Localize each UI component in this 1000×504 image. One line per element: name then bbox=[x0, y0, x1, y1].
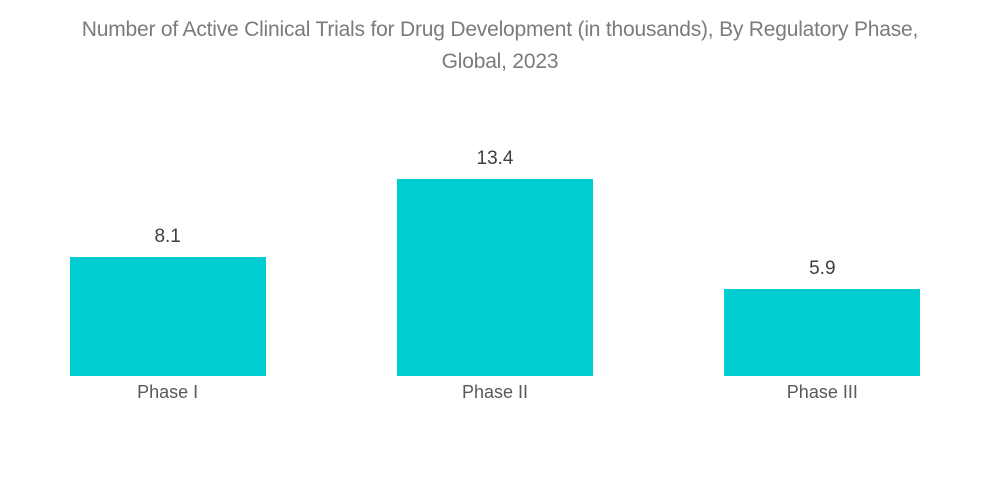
bar-group-phase-ii: 13.4 Phase II bbox=[331, 0, 658, 402]
category-label: Phase III bbox=[786, 382, 858, 402]
bar-value-label: 5.9 bbox=[809, 258, 836, 280]
chart-title-line: Global, 2023 bbox=[441, 50, 559, 73]
bar-phase-i bbox=[69, 256, 266, 376]
bar-value-label: 8.1 bbox=[154, 225, 181, 247]
bar-phase-iii bbox=[724, 289, 921, 376]
bar-group-phase-i: 8.1 Phase I bbox=[4, 0, 331, 402]
bar-group-phase-iii: 5.9 Phase III bbox=[659, 0, 986, 402]
chart-title: Number of Active Clinical Trials for Dru… bbox=[0, 14, 1000, 78]
bar-value-label: 13.4 bbox=[476, 148, 514, 169]
chart-title-line: Number of Active Clinical Trials for Dru… bbox=[81, 18, 919, 41]
category-label: Phase I bbox=[137, 382, 199, 402]
plot-area: 8.1 Phase I 13.4 Phase II 5.9 Phase III bbox=[4, 0, 986, 402]
bar-phase-ii bbox=[396, 179, 593, 376]
category-label: Phase II bbox=[461, 382, 529, 402]
